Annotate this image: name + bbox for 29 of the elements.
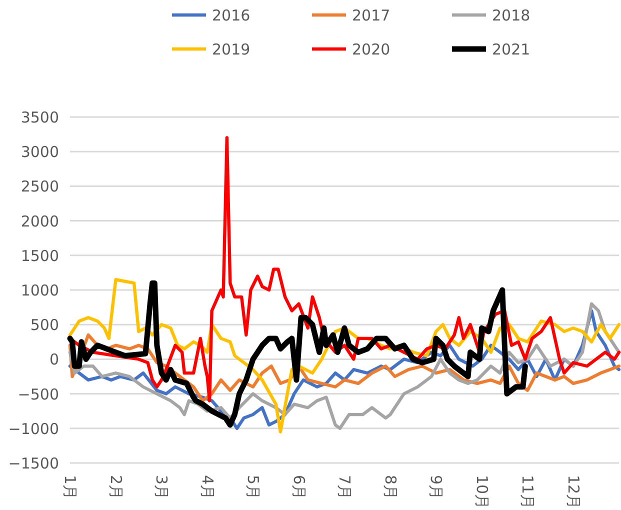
y-tick-label: 3000 [20,143,59,162]
legend-label: 2018 [492,6,530,24]
x-tick-label: 6月 [290,475,308,500]
y-tick-label: −1500 [8,454,59,472]
legend-label: 2019 [212,40,250,58]
x-tick-label: 3月 [152,475,170,500]
x-tick-label: 7月 [336,475,354,500]
legend-label: 2020 [352,40,390,58]
y-tick-label: 2000 [20,212,59,230]
x-tick-label: 9月 [427,475,445,500]
y-tick-label: 3500 [20,108,59,126]
y-tick-label: 2500 [20,178,59,196]
x-tick-label: 11月 [518,475,536,510]
legend-label: 2021 [492,40,530,58]
legend-label: 2017 [352,6,390,24]
y-tick-label: 1000 [20,282,59,300]
x-tick-label: 8月 [381,475,400,500]
y-tick-label: −1000 [8,420,59,438]
x-tick-label: 10月 [472,475,491,510]
x-tick-label: 4月 [198,475,216,500]
x-tick-label: 2月 [106,475,125,500]
x-tick-label: 1月 [61,475,79,500]
y-tick-label: 500 [30,316,59,334]
y-tick-label: 1500 [20,246,59,265]
x-tick-label: 5月 [244,475,262,500]
y-tick-label: −500 [18,385,59,404]
legend-label: 2016 [212,6,250,24]
y-tick-label: 0 [49,350,59,369]
x-tick-label: 12月 [564,475,582,510]
